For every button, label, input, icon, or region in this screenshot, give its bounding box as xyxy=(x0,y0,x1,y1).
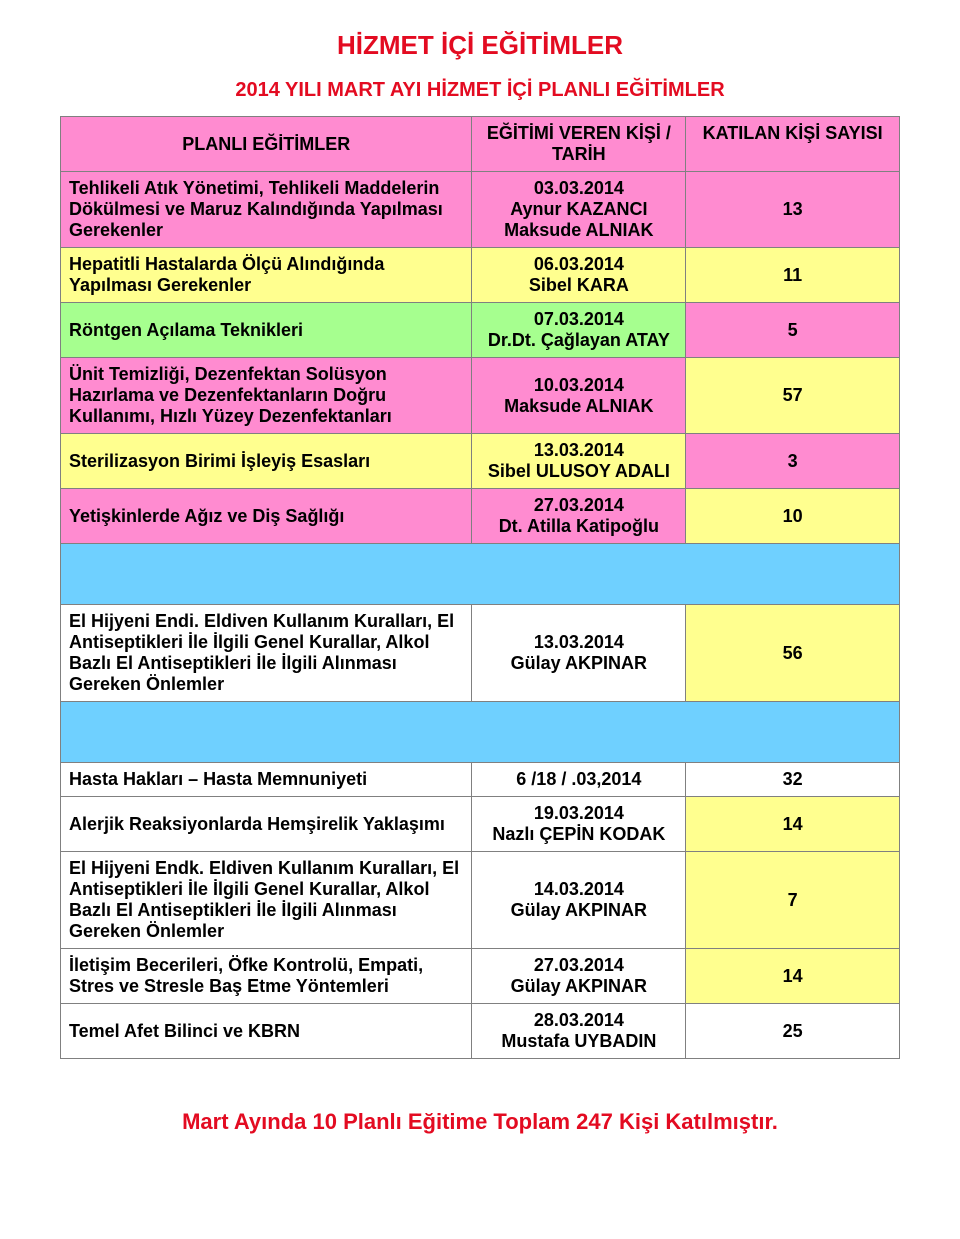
table-row: Temel Afet Bilinci ve KBRN28.03.2014 Mus… xyxy=(61,1004,900,1059)
cell-desc: Hasta Hakları – Hasta Memnuniyeti xyxy=(61,763,472,797)
cell-desc: El Hijyeni Endi. Eldiven Kullanım Kurall… xyxy=(61,605,472,702)
cell-date: 07.03.2014 Dr.Dt. Çağlayan ATAY xyxy=(472,303,686,358)
table-row: Alerjik Reaksiyonlarda Hemşirelik Yaklaş… xyxy=(61,797,900,852)
cell-desc: Tehlikeli Atık Yönetimi, Tehlikeli Madde… xyxy=(61,172,472,248)
header-col-count: KATILAN KİŞİ SAYISI xyxy=(686,117,900,172)
table-row: Yetişkinlerde Ağız ve Diş Sağlığı27.03.2… xyxy=(61,489,900,544)
table-row: Tehlikeli Atık Yönetimi, Tehlikeli Madde… xyxy=(61,172,900,248)
cell-date: 10.03.2014 Maksude ALNIAK xyxy=(472,358,686,434)
cell-date: 19.03.2014 Nazlı ÇEPİN KODAK xyxy=(472,797,686,852)
cell-desc: Yetişkinlerde Ağız ve Diş Sağlığı xyxy=(61,489,472,544)
cell-date: 13.03.2014 Sibel ULUSOY ADALI xyxy=(472,434,686,489)
table-row: Hepatitli Hastalarda Ölçü Alındığında Ya… xyxy=(61,248,900,303)
table-header-row: PLANLI EĞİTİMLER EĞİTİMİ VEREN KİŞİ / TA… xyxy=(61,117,900,172)
cell-count: 56 xyxy=(686,605,900,702)
cell-desc: Alerjik Reaksiyonlarda Hemşirelik Yaklaş… xyxy=(61,797,472,852)
cell-date: 27.03.2014 Dt. Atilla Katipoğlu xyxy=(472,489,686,544)
cell-date: 13.03.2014 Gülay AKPINAR xyxy=(472,605,686,702)
cell-desc: Röntgen Açılama Teknikleri xyxy=(61,303,472,358)
table-row: Röntgen Açılama Teknikleri07.03.2014 Dr.… xyxy=(61,303,900,358)
cell-date: 06.03.2014 Sibel KARA xyxy=(472,248,686,303)
page-title: HİZMET İÇİ EĞİTİMLER xyxy=(60,30,900,61)
cell-count: 11 xyxy=(686,248,900,303)
summary-line: Mart Ayında 10 Planlı Eğitime Toplam 247… xyxy=(60,1109,900,1135)
cell-count: 7 xyxy=(686,852,900,949)
cell-desc: Ünit Temizliği, Dezenfektan Solüsyon Haz… xyxy=(61,358,472,434)
table-row: Sterilizasyon Birimi İşleyiş Esasları13.… xyxy=(61,434,900,489)
cell-count: 25 xyxy=(686,1004,900,1059)
table-row: El Hijyeni Endi. Eldiven Kullanım Kurall… xyxy=(61,605,900,702)
cell-count: 14 xyxy=(686,949,900,1004)
cell-desc: Temel Afet Bilinci ve KBRN xyxy=(61,1004,472,1059)
header-col-date: EĞİTİMİ VEREN KİŞİ / TARİH xyxy=(472,117,686,172)
cell-date: 03.03.2014 Aynur KAZANCI Maksude ALNIAK xyxy=(472,172,686,248)
cell-desc: Hepatitli Hastalarda Ölçü Alındığında Ya… xyxy=(61,248,472,303)
cell-date: 27.03.2014 Gülay AKPINAR xyxy=(472,949,686,1004)
table-row: Ünit Temizliği, Dezenfektan Solüsyon Haz… xyxy=(61,358,900,434)
cell-desc: Sterilizasyon Birimi İşleyiş Esasları xyxy=(61,434,472,489)
cell-count: 57 xyxy=(686,358,900,434)
separator-cell xyxy=(61,702,900,763)
cell-count: 32 xyxy=(686,763,900,797)
cell-count: 14 xyxy=(686,797,900,852)
cell-date: 6 /18 / .03,2014 xyxy=(472,763,686,797)
training-table-body: PLANLI EĞİTİMLER EĞİTİMİ VEREN KİŞİ / TA… xyxy=(61,117,900,1059)
cell-desc: İletişim Becerileri, Öfke Kontrolü, Empa… xyxy=(61,949,472,1004)
table-row: İletişim Becerileri, Öfke Kontrolü, Empa… xyxy=(61,949,900,1004)
cell-count: 13 xyxy=(686,172,900,248)
table-row xyxy=(61,702,900,763)
cell-count: 5 xyxy=(686,303,900,358)
header-col-desc: PLANLI EĞİTİMLER xyxy=(61,117,472,172)
cell-date: 14.03.2014 Gülay AKPINAR xyxy=(472,852,686,949)
page: HİZMET İÇİ EĞİTİMLER 2014 YILI MART AYI … xyxy=(0,0,960,1239)
training-table: PLANLI EĞİTİMLER EĞİTİMİ VEREN KİŞİ / TA… xyxy=(60,116,900,1059)
cell-date: 28.03.2014 Mustafa UYBADIN xyxy=(472,1004,686,1059)
cell-desc: El Hijyeni Endk. Eldiven Kullanım Kurall… xyxy=(61,852,472,949)
table-row: El Hijyeni Endk. Eldiven Kullanım Kurall… xyxy=(61,852,900,949)
separator-cell xyxy=(61,544,900,605)
cell-count: 10 xyxy=(686,489,900,544)
cell-count: 3 xyxy=(686,434,900,489)
table-row xyxy=(61,544,900,605)
page-subtitle: 2014 YILI MART AYI HİZMET İÇİ PLANLI EĞİ… xyxy=(60,79,900,102)
table-row: Hasta Hakları – Hasta Memnuniyeti6 /18 /… xyxy=(61,763,900,797)
